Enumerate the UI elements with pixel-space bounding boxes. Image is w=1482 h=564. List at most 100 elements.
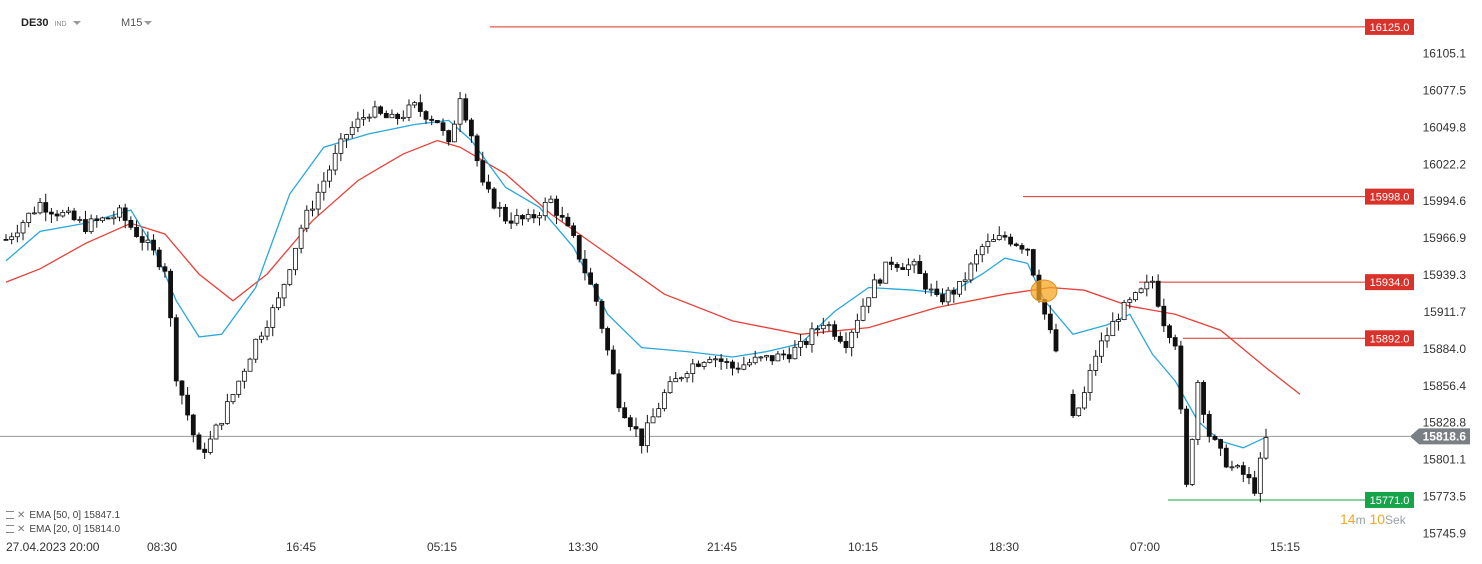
y-tick-label: 15994.6: [1423, 194, 1467, 208]
candle-body: [826, 324, 832, 327]
instrument-header[interactable]: DE30 IND: [21, 17, 81, 29]
close-icon[interactable]: ✕: [17, 524, 26, 535]
eye-icon[interactable]: [6, 525, 14, 534]
candle-body: [1184, 408, 1189, 485]
candle-body: [156, 249, 162, 268]
candle-body: [917, 261, 923, 274]
candle-body: [1070, 393, 1076, 417]
level-label: 15892.0: [1370, 333, 1410, 345]
candle-body: [1099, 340, 1104, 357]
candle-body: [503, 206, 508, 222]
symbol-label: DE30: [21, 17, 49, 29]
x-tick-label: 10:15: [848, 540, 878, 554]
candle-body: [554, 198, 559, 216]
candle-body: [327, 169, 332, 182]
eye-icon[interactable]: [6, 511, 14, 520]
candle-body: [866, 297, 872, 307]
candle-body: [974, 254, 979, 265]
candle-body: [310, 208, 315, 211]
candle-body: [469, 119, 474, 137]
chevron-down-icon[interactable]: [144, 21, 153, 26]
candle-body: [1127, 299, 1133, 303]
candle-body: [730, 361, 735, 369]
timeframe-label: M15: [121, 17, 143, 29]
candle-body: [684, 373, 690, 379]
candle-body: [14, 232, 20, 238]
candle-body: [775, 353, 781, 362]
candle-body: [718, 358, 724, 362]
close-icon[interactable]: ✕: [17, 510, 26, 521]
x-tick-label: 18:30: [989, 540, 1019, 554]
candle-body: [792, 346, 798, 360]
candle-body: [49, 211, 54, 215]
candles: [3, 91, 1269, 503]
candle-body: [361, 117, 366, 120]
candle-body: [1002, 235, 1008, 238]
candle-body: [37, 202, 43, 214]
level-lines: 16125.0 15998.0 15934.0 15892.0 15771.0: [490, 18, 1414, 508]
candle-body: [1167, 325, 1172, 338]
candle-body: [582, 258, 588, 274]
candle-body: [105, 217, 111, 220]
candle-body: [202, 448, 208, 453]
candle-body: [434, 120, 440, 124]
candle-body: [474, 135, 480, 162]
timeframe-selector[interactable]: M15: [121, 17, 153, 29]
candle-body: [151, 239, 156, 251]
candle-body: [100, 217, 105, 222]
candle-body: [491, 188, 497, 209]
level-tag: [1365, 330, 1414, 347]
candle-body: [1223, 447, 1229, 468]
candle-body: [20, 222, 26, 234]
x-tick-label: 15:15: [1270, 540, 1300, 554]
chevron-down-icon[interactable]: [72, 21, 81, 26]
ema20-legend-value: 15814.0: [83, 524, 121, 535]
candle-body: [259, 335, 264, 340]
candle-body: [633, 426, 639, 430]
candle-body: [883, 261, 889, 284]
candle-body: [1218, 439, 1223, 449]
candle-body: [940, 294, 945, 303]
candle-body: [690, 363, 696, 374]
candle-body: [900, 267, 906, 270]
candle-body: [786, 354, 792, 360]
candle-body: [894, 264, 900, 268]
x-tick-label: 13:30: [568, 540, 598, 554]
candle-body: [599, 300, 605, 329]
current-price-tag: [1410, 428, 1470, 445]
candle-body: [877, 279, 883, 284]
candle-body: [3, 238, 9, 241]
candle-body: [724, 361, 730, 363]
candle-body: [446, 130, 452, 143]
candle-body: [1093, 355, 1099, 371]
candle-body: [781, 353, 786, 356]
ema20-path: [5, 119, 1267, 449]
candle-body: [991, 239, 996, 242]
candle-body: [54, 213, 60, 217]
level-tag: [1365, 274, 1414, 291]
candle-body: [1110, 321, 1116, 337]
y-tick-label: 15911.7: [1424, 305, 1467, 319]
candle-body: [537, 215, 542, 219]
candle-body: [1013, 243, 1019, 246]
candle-body: [605, 328, 611, 351]
candle-body: [349, 126, 355, 136]
candle-body: [440, 122, 446, 131]
candle-body: [31, 212, 37, 215]
candle-body: [1116, 319, 1121, 322]
candle-body: [230, 394, 236, 403]
candle-body: [571, 225, 576, 236]
timer-minutes: 14: [1340, 511, 1356, 527]
candle-body: [1201, 381, 1206, 415]
y-tick-label: 16105.1: [1423, 47, 1467, 61]
candle-body: [236, 380, 242, 395]
candle-body: [168, 270, 173, 319]
candle-body: [713, 358, 718, 361]
candle-body: [707, 359, 713, 363]
candle-body: [395, 113, 401, 119]
candle-body: [565, 216, 571, 227]
candle-body: [679, 377, 684, 380]
candle-body: [111, 216, 117, 220]
candle-body: [951, 289, 957, 295]
